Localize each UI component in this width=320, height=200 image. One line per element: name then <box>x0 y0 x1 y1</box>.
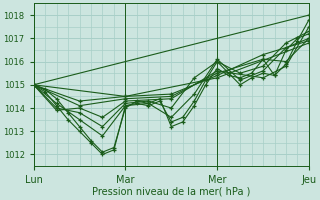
X-axis label: Pression niveau de la mer( hPa ): Pression niveau de la mer( hPa ) <box>92 187 251 197</box>
